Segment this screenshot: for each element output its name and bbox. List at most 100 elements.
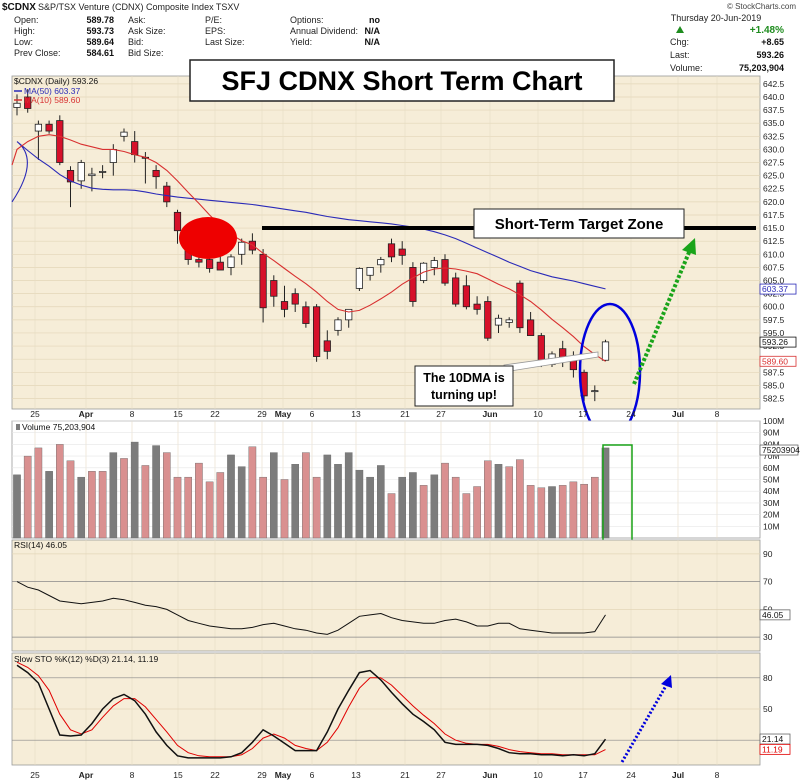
y-tick-label: 585.0 (763, 380, 785, 390)
legend-volume: Volume 75,203,904 (22, 422, 96, 432)
volume-bar (23, 455, 32, 539)
x-tick-label: 22 (210, 770, 220, 780)
x-tick-label: 29 (257, 409, 267, 419)
y-tick-label: 630.0 (763, 144, 785, 154)
candle-up (355, 268, 364, 289)
candle-up (494, 317, 503, 326)
y-tick-label: 50 (763, 704, 773, 714)
volume-bar (77, 476, 85, 539)
y-tick-label: 632.5 (763, 131, 785, 141)
volume-bar (195, 462, 203, 539)
legend-stochastic: Slow STO %K(12) %D(3) 21.14, 11.19 (14, 654, 159, 664)
volume-bar (205, 481, 214, 539)
volume-bar (184, 476, 193, 539)
rsi-last-tag (759, 609, 791, 621)
quote-date: Thursday 20-Jun-2019 (671, 13, 762, 23)
volume-bar (130, 441, 139, 539)
y-tick-label: 625.0 (763, 171, 785, 181)
candle-down (45, 123, 53, 132)
ma10-line (11, 134, 606, 362)
y-tick-label: 605.0 (763, 276, 785, 286)
candle-down (152, 169, 160, 178)
price-panel: 642.5 640.0 637.5 635.0 632.5 630.0 627.5 625.0… (11, 59, 797, 440)
x-tick-label: 8 (715, 409, 720, 419)
y-tick-label: 600.0 (763, 302, 785, 312)
volume-bar (45, 471, 53, 539)
candle-down (259, 253, 267, 309)
y-tick-label: 607.5 (763, 262, 785, 272)
volume-value: 75,203,904 (739, 63, 784, 73)
x-tick-label: Apr (79, 409, 94, 419)
candle-down (163, 185, 171, 203)
date-axis-price: 25 Apr 8 15 22 29 May 6 13 21 27 Jun 10 17 24 Jul 8 (30, 409, 719, 419)
candle-up (505, 319, 513, 323)
ma50-tag (759, 283, 797, 295)
y-tick-label: 40M (763, 486, 780, 496)
candle-up (77, 162, 85, 182)
volume-bar (377, 465, 385, 539)
x-tick-label: 21 (400, 409, 410, 419)
header-field-label: Options: (290, 15, 324, 25)
volume-bar (323, 454, 332, 539)
candle-down (323, 340, 331, 352)
x-tick-label: 10 (533, 409, 543, 419)
volume-bar (580, 483, 588, 539)
callout-line-1: The 10DMA is (423, 371, 505, 385)
x-tick-label: 25 (30, 409, 40, 419)
y-tick-label: 30 (763, 632, 773, 642)
candle-up (334, 319, 342, 331)
volume-bar (248, 446, 257, 539)
target-zone-label-box: Short-Term Target Zone (473, 208, 685, 239)
x-tick-label: 15 (173, 770, 183, 780)
y-tick-label: 80 (763, 673, 773, 683)
last-price-value: 593.26 (762, 337, 788, 347)
volume-bar (430, 474, 439, 539)
y-tick-label: 70 (763, 577, 773, 587)
stochastic-d-tag (759, 743, 791, 755)
candle-down (312, 306, 321, 357)
candle-up (34, 123, 43, 132)
volume-bar (56, 444, 64, 539)
header-field-value: N/A (365, 26, 381, 36)
volume-bar (259, 476, 267, 539)
candle-down (409, 267, 417, 302)
volume-bar (441, 462, 449, 539)
candle-down (248, 240, 256, 251)
volume-bar (98, 471, 107, 539)
rsi-panel: 90 70 50 30 46.05 RSI(14) 46.05 (11, 539, 791, 652)
stochastic-k-line (16, 664, 607, 759)
candle-up (601, 341, 610, 361)
candle-down (441, 259, 449, 284)
header-field-value: no (369, 15, 380, 25)
x-tick-label: 27 (436, 409, 446, 419)
header-field-label: Ask: (128, 15, 146, 25)
volume-bar (569, 481, 578, 539)
x-tick-label: Jun (482, 770, 497, 780)
legend-ma10: MA(10) 589.60 (24, 95, 80, 105)
candle-down (24, 96, 32, 109)
x-tick-label: Jul (672, 409, 684, 419)
candle-up (109, 149, 117, 163)
callout-box: The 10DMA is turning up! (414, 351, 599, 407)
header-field-value: 584.61 (86, 48, 114, 58)
legend-price: $CDNX (Daily) 593.26 (14, 76, 98, 86)
candle-down (131, 141, 139, 156)
x-tick-label: 10 (533, 770, 543, 780)
green-arrow-line (632, 249, 692, 385)
candle-up (227, 256, 235, 268)
header-field-label: Low: (14, 37, 33, 47)
volume-bar (302, 452, 310, 539)
x-tick-label: May (275, 770, 292, 780)
change-percent: +1.48% (750, 25, 784, 36)
volume-bar (152, 445, 160, 539)
up-arrow-icon (676, 26, 684, 33)
header-field-label: Last Size: (205, 37, 245, 47)
ma50-value: 603.37 (762, 284, 788, 294)
candle-down (216, 261, 224, 271)
last-value: 593.26 (756, 50, 784, 60)
volume-bar (66, 460, 75, 539)
candle-down (302, 306, 310, 324)
volume-bar (344, 452, 353, 539)
